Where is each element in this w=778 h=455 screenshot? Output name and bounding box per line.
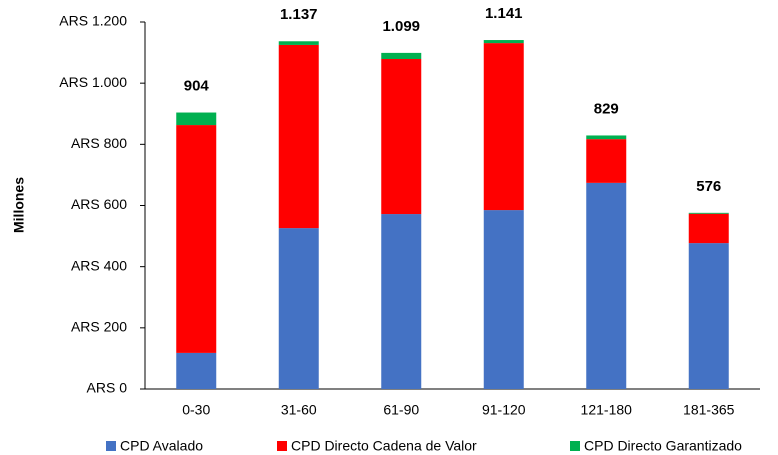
bar-segment: [278, 44, 319, 229]
total-label: 829: [594, 100, 619, 117]
y-axis-label: Millones: [11, 177, 27, 233]
total-label: 1.099: [382, 18, 420, 35]
bar-segment: [483, 210, 524, 389]
bar-segment: [278, 228, 319, 389]
bar-segment: [586, 182, 627, 389]
bar-segment: [176, 352, 217, 389]
bar-segment: [381, 59, 422, 215]
x-tick-label: 31-60: [281, 402, 317, 418]
y-tick-label: ARS 1.200: [59, 13, 127, 29]
bar-segment: [688, 213, 729, 244]
bar-segment: [586, 135, 627, 140]
bar-segment: [688, 243, 729, 389]
legend-swatch: [106, 441, 116, 451]
bar-segment: [483, 43, 524, 211]
y-tick-label: ARS 0: [87, 380, 128, 396]
total-label: 576: [696, 178, 721, 195]
y-tick-label: ARS 600: [71, 196, 127, 212]
x-tick-label: 181-365: [683, 402, 735, 418]
legend-swatch: [277, 441, 287, 451]
bar-segment: [381, 52, 422, 60]
total-label: 1.141: [485, 5, 523, 22]
bar-segment: [688, 212, 729, 214]
legend-label: CPD Avalado: [120, 438, 203, 454]
x-tick-label: 121-180: [581, 402, 633, 418]
x-tick-label: 0-30: [182, 402, 210, 418]
bar-segment: [176, 125, 217, 353]
total-label: 1.137: [280, 6, 318, 23]
x-tick-label: 61-90: [383, 402, 419, 418]
bar-segment: [586, 139, 627, 183]
y-tick-label: ARS 200: [71, 319, 127, 335]
bar-segment: [483, 40, 524, 44]
total-label: 904: [184, 77, 210, 94]
y-tick-label: ARS 1.000: [59, 74, 127, 90]
bar-segment: [176, 112, 217, 126]
y-tick-label: ARS 400: [71, 257, 127, 273]
legend-label: CPD Directo Cadena de Valor: [291, 438, 477, 454]
bar-segment: [278, 41, 319, 45]
legend-label: CPD Directo Garantizado: [584, 438, 742, 454]
legend-swatch: [570, 441, 580, 451]
bar-segment: [381, 214, 422, 389]
x-tick-label: 91-120: [482, 402, 526, 418]
y-tick-label: ARS 800: [71, 135, 127, 151]
